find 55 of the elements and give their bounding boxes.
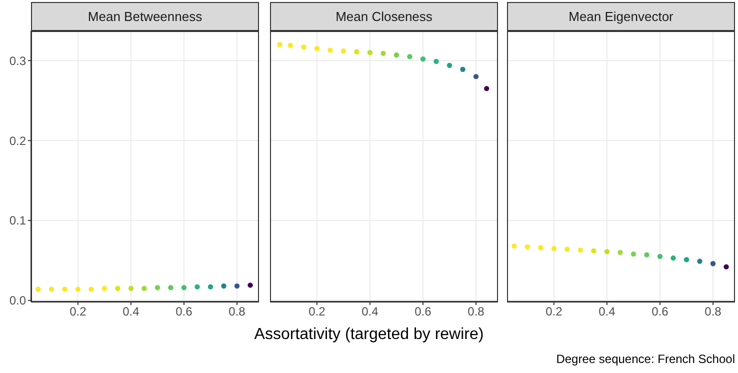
point — [446, 62, 452, 68]
x-tick-label: 0.4 — [122, 304, 140, 319]
point — [551, 246, 557, 252]
x-tick-label: 0.8 — [704, 304, 722, 319]
text: Degree sequence: French School — [556, 352, 735, 366]
point — [301, 44, 306, 50]
point — [657, 254, 663, 260]
point — [354, 49, 360, 54]
point — [367, 50, 373, 56]
point — [697, 258, 702, 264]
x-tick-label: 0.6 — [176, 304, 193, 319]
x-tick-label: 0.2 — [308, 304, 326, 319]
x-tick-label: 0.4 — [362, 304, 379, 319]
chart-title: Mean Eigenvector — [507, 2, 735, 31]
point — [407, 54, 412, 60]
chart-title: Mean Closeness — [270, 2, 498, 31]
y-tick-label: 0.2 — [9, 134, 26, 148]
x-tick-label: 0.4 — [598, 304, 616, 319]
y-tick-label: 0.0 — [9, 294, 26, 308]
point — [314, 46, 320, 52]
y-tick-label: 0.3 — [9, 54, 26, 68]
point — [484, 86, 490, 92]
point — [724, 264, 729, 270]
x-tick-label: 0.2 — [70, 304, 87, 319]
point — [512, 243, 517, 249]
point — [538, 245, 544, 250]
point — [434, 58, 439, 64]
x-tick-label: 0.6 — [652, 304, 669, 319]
point — [710, 261, 716, 266]
point — [460, 66, 466, 72]
point — [578, 247, 584, 253]
point — [604, 249, 610, 254]
point — [564, 246, 570, 252]
x-tick-label: 0.6 — [414, 304, 432, 319]
y-tick-label: 0.1 — [9, 214, 26, 228]
point — [288, 42, 294, 48]
point — [420, 56, 426, 62]
point — [591, 248, 596, 254]
point — [328, 48, 333, 53]
point — [618, 250, 623, 256]
point — [340, 48, 346, 54]
point — [277, 42, 282, 48]
x-tick-label: 0.8 — [468, 304, 485, 319]
point — [394, 52, 400, 58]
chart-title: Mean Betweenness — [31, 2, 259, 31]
point — [670, 255, 676, 261]
point — [684, 257, 690, 262]
point — [644, 252, 650, 258]
point — [473, 74, 479, 80]
point — [380, 50, 386, 56]
x-axis-title: Assortativity (targeted by rewire) — [253, 326, 485, 344]
point — [630, 251, 636, 257]
x-tick-label: 0.8 — [228, 304, 246, 319]
point — [524, 244, 530, 250]
x-tick-label: 0.2 — [546, 304, 563, 319]
